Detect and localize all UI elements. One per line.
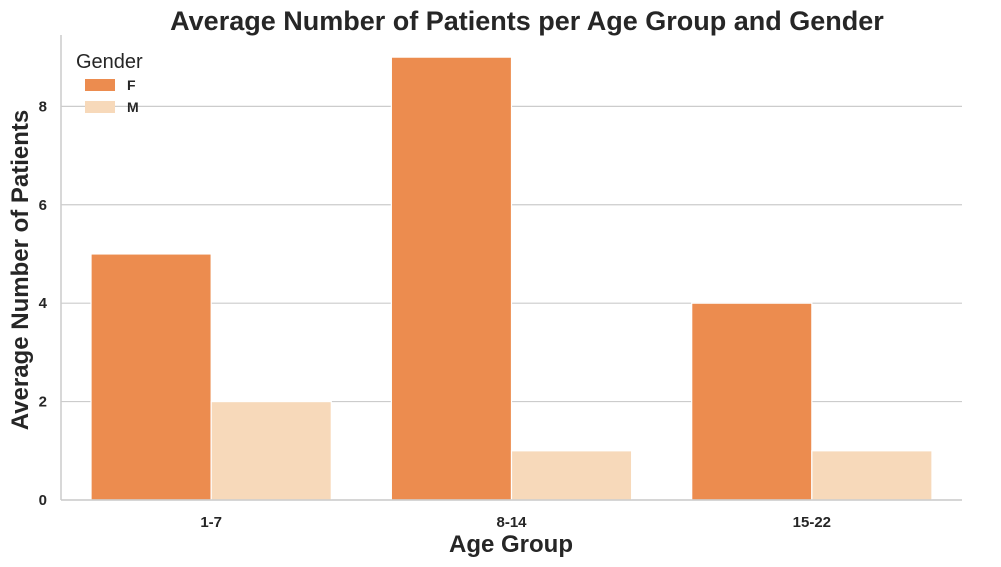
y-tick-label: 6 — [39, 197, 47, 214]
bar-f-8-14 — [390, 56, 513, 501]
chart-title: Average Number of Patients per Age Group… — [170, 6, 884, 36]
legend-swatch-m — [85, 101, 115, 113]
x-tick-label: 8-14 — [496, 514, 527, 531]
x-tick-label: 15-22 — [793, 514, 831, 531]
bar-f-15-22 — [691, 302, 813, 501]
legend-swatch-f — [85, 79, 115, 91]
legend-label-f: F — [127, 77, 136, 93]
legend: Gender FM — [76, 51, 143, 115]
y-tick-label: 2 — [39, 394, 47, 411]
y-tick-label: 8 — [39, 98, 47, 115]
y-tick-labels: 0 2 4 6 8 — [39, 98, 48, 509]
bar-f-1-7 — [90, 253, 212, 501]
legend-label-m: M — [127, 99, 139, 115]
bar-m-8-14 — [510, 450, 633, 501]
x-tick-labels: 1-7 8-14 15-22 — [200, 514, 831, 531]
bar-m-15-22 — [811, 450, 933, 501]
x-tick-label: 1-7 — [200, 514, 222, 531]
legend-title: Gender — [76, 51, 143, 73]
y-tick-label: 4 — [39, 295, 48, 312]
y-axis-label: Average Number of Patients — [7, 110, 34, 431]
bar-m-1-7 — [210, 400, 332, 501]
y-tick-label: 0 — [39, 492, 47, 509]
x-axis-label: Age Group — [449, 531, 573, 558]
bars — [90, 56, 933, 501]
